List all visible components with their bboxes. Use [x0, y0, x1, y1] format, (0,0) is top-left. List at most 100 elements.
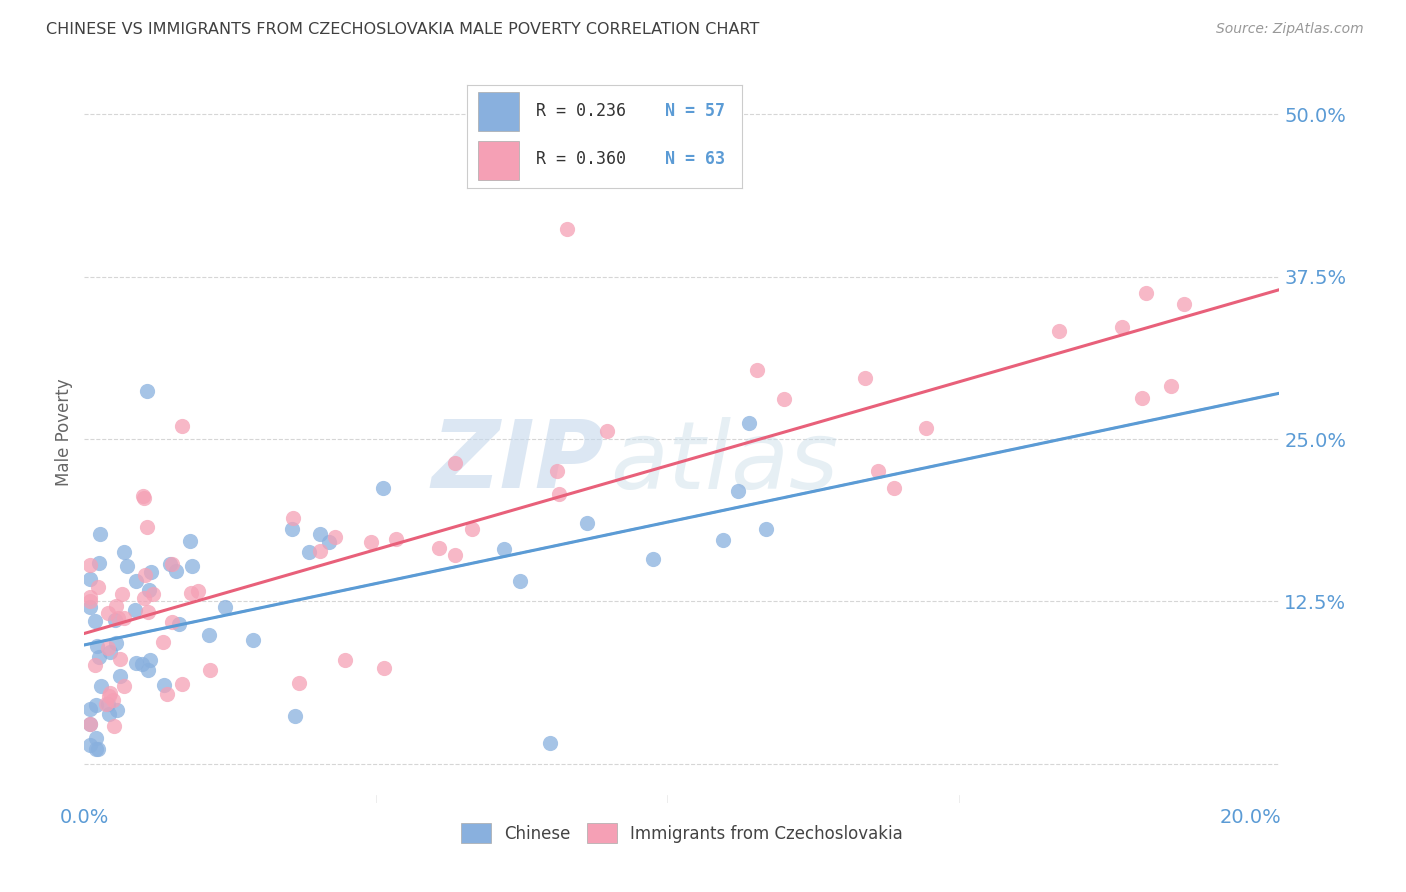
- Point: [97, 689, 120, 703]
- Point: [112, 545, 135, 559]
- Point: [153, 678, 176, 692]
- Point: [166, 564, 188, 578]
- Point: [360, 535, 382, 549]
- Point: [180, 586, 202, 600]
- Point: [1173, 296, 1195, 310]
- Point: [323, 530, 346, 544]
- Point: [427, 541, 450, 556]
- Point: [131, 657, 153, 671]
- Point: [87, 580, 110, 594]
- Point: [139, 565, 162, 579]
- Point: [155, 688, 177, 702]
- Point: [214, 600, 236, 615]
- Point: [385, 532, 408, 546]
- Point: [298, 545, 321, 559]
- Point: [883, 481, 905, 495]
- Point: [94, 697, 117, 711]
- Point: [114, 610, 136, 624]
- Point: [87, 556, 110, 570]
- Point: [335, 653, 357, 667]
- Point: [105, 703, 128, 717]
- Point: [853, 371, 876, 385]
- Point: [79, 600, 101, 615]
- Point: [103, 613, 125, 627]
- Point: [444, 549, 467, 563]
- Point: [443, 456, 465, 470]
- Point: [371, 481, 394, 495]
- Point: [108, 668, 131, 682]
- Point: [772, 392, 794, 406]
- Point: [170, 677, 193, 691]
- Point: [83, 614, 105, 628]
- Point: [641, 552, 664, 566]
- Point: [1132, 391, 1154, 405]
- Text: atlas: atlas: [610, 417, 838, 508]
- Point: [79, 594, 101, 608]
- Point: [105, 636, 128, 650]
- Point: [283, 511, 305, 525]
- Point: [87, 649, 110, 664]
- Point: [509, 574, 531, 588]
- Point: [287, 676, 309, 690]
- Point: [136, 384, 159, 398]
- Point: [103, 719, 125, 733]
- Point: [546, 464, 568, 478]
- Point: [242, 632, 264, 647]
- Point: [547, 487, 569, 501]
- Point: [125, 574, 148, 589]
- Point: [866, 464, 889, 478]
- Point: [576, 516, 599, 531]
- Point: [281, 522, 304, 536]
- Point: [90, 679, 112, 693]
- Point: [101, 692, 124, 706]
- Point: [170, 418, 193, 433]
- Point: [198, 627, 221, 641]
- Point: [84, 698, 107, 712]
- Point: [187, 583, 209, 598]
- Point: [160, 557, 183, 571]
- Point: [97, 606, 120, 620]
- Point: [79, 702, 101, 716]
- Point: [136, 606, 159, 620]
- Point: [97, 640, 120, 655]
- Point: [97, 706, 120, 721]
- Point: [557, 222, 579, 236]
- Point: [79, 717, 101, 731]
- Point: [318, 535, 340, 549]
- Point: [160, 615, 183, 630]
- Point: [134, 491, 156, 505]
- Point: [115, 559, 138, 574]
- Point: [167, 617, 190, 632]
- Point: [1111, 319, 1133, 334]
- Point: [87, 742, 110, 756]
- Point: [83, 658, 105, 673]
- Point: [755, 522, 778, 536]
- Text: CHINESE VS IMMIGRANTS FROM CZECHOSLOVAKIA MALE POVERTY CORRELATION CHART: CHINESE VS IMMIGRANTS FROM CZECHOSLOVAKI…: [46, 22, 759, 37]
- Point: [1047, 324, 1070, 338]
- Point: [79, 558, 101, 572]
- Point: [104, 599, 127, 614]
- Point: [136, 663, 159, 677]
- Point: [134, 568, 156, 582]
- Point: [84, 742, 107, 756]
- Point: [284, 709, 307, 723]
- Point: [179, 533, 201, 548]
- Point: [97, 697, 120, 711]
- Point: [84, 731, 107, 746]
- Point: [198, 663, 221, 677]
- Point: [132, 591, 155, 605]
- Point: [138, 583, 160, 598]
- Point: [309, 526, 332, 541]
- Point: [538, 736, 561, 750]
- Point: [79, 717, 101, 731]
- Point: [112, 679, 135, 693]
- Point: [86, 639, 108, 653]
- Point: [98, 645, 121, 659]
- Point: [111, 586, 134, 600]
- Point: [727, 484, 749, 499]
- Legend: Chinese, Immigrants from Czechoslovakia: Chinese, Immigrants from Czechoslovakia: [454, 816, 910, 850]
- Point: [915, 421, 938, 435]
- Point: [135, 520, 157, 534]
- Point: [711, 533, 734, 547]
- Point: [79, 738, 101, 752]
